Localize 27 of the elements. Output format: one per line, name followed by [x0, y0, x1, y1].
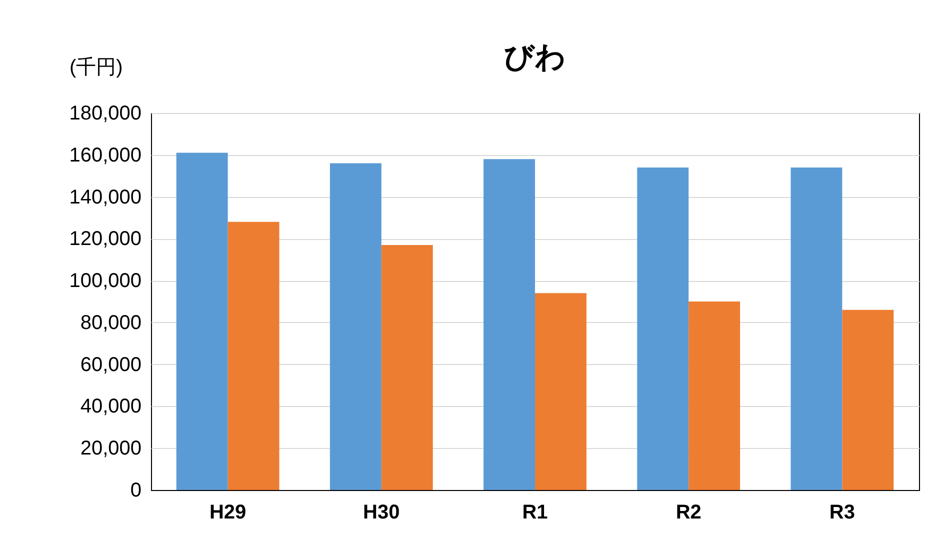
- y-tick-label: 40,000: [80, 396, 142, 418]
- y-axis-title: (千円): [70, 56, 123, 78]
- y-tick-label: 80,000: [80, 312, 142, 334]
- bar: [637, 167, 689, 490]
- y-tick-label: 60,000: [80, 354, 142, 376]
- x-tick-label: R1: [522, 502, 548, 524]
- bar: [381, 244, 433, 490]
- bar: [842, 310, 894, 490]
- bar: [790, 167, 842, 490]
- bar: [330, 163, 382, 490]
- y-tick-label: 20,000: [80, 438, 142, 460]
- x-tick-label: R2: [676, 502, 702, 524]
- bar: [484, 159, 535, 490]
- bar: [535, 293, 586, 490]
- y-tick-label: 180,000: [69, 102, 142, 124]
- chart-title: びわ: [504, 41, 566, 74]
- x-tick-label: H30: [363, 502, 400, 524]
- y-tick-label: 140,000: [69, 186, 142, 208]
- bar: [228, 222, 280, 490]
- y-tick-label: 160,000: [69, 144, 142, 166]
- y-tick-label: 0: [130, 480, 142, 502]
- bar: [176, 152, 228, 490]
- bar: [688, 302, 740, 490]
- y-tick-label: 120,000: [69, 228, 142, 250]
- x-tick-label: H29: [209, 502, 246, 524]
- y-tick-label: 100,000: [69, 270, 142, 292]
- x-tick-label: R3: [829, 502, 855, 524]
